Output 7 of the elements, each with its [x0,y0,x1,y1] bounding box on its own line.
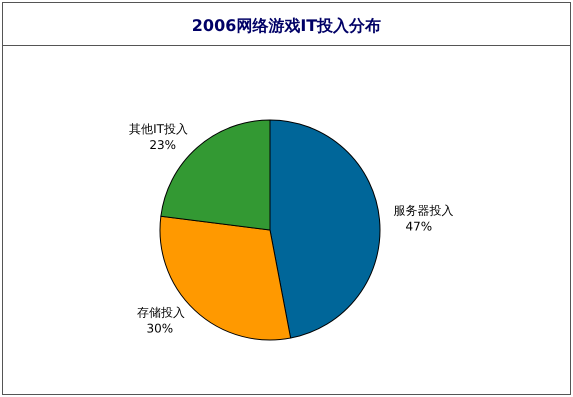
data-label: 30% [146,321,174,336]
data-label: 47% [405,219,432,234]
slice-label: 服务器投入 [393,203,454,218]
slice-label: 存储投入 [137,305,186,320]
chart-title: 2006网络游戏IT投入分布 [192,16,382,35]
data-label: 23% [149,138,176,152]
slice-label: 其他IT投入 [129,122,188,136]
